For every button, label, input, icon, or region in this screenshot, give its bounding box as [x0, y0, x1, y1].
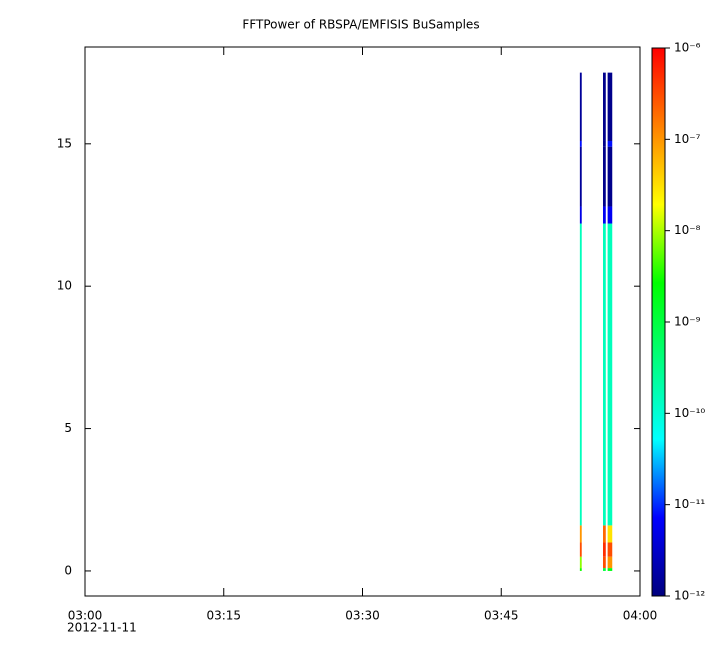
y-tick-label: 5: [64, 421, 72, 435]
x-tick-label: 03:30: [345, 609, 380, 623]
spectrogram-cell: [607, 223, 613, 526]
spectrogram-cell: [603, 556, 606, 569]
spectrogram-cell: [579, 568, 582, 571]
spectrogram-cell: [579, 146, 582, 207]
spectrogram-cell: [579, 140, 582, 147]
colorbar-tick-label: 10⁻⁷: [674, 132, 701, 146]
spectrogram-cell: [579, 556, 582, 569]
spectrogram-cell: [607, 556, 613, 569]
spectrogram-cell: [603, 72, 606, 141]
spectrogram-cell: [607, 542, 613, 557]
colorbar-tick-label: 10⁻¹¹: [674, 497, 705, 511]
colorbar-tick-label: 10⁻⁸: [674, 223, 701, 237]
y-tick-label: 10: [57, 279, 72, 293]
spectrogram-cell: [603, 146, 606, 207]
colorbar-tick-label: 10⁻⁹: [674, 315, 701, 329]
spectrogram-cell: [607, 206, 613, 224]
colorbar: [651, 47, 666, 597]
plot-frame: [84, 46, 641, 597]
x-tick-label: 03:15: [206, 609, 241, 623]
spectrogram-cell: [579, 206, 582, 224]
spectrogram-cell: [607, 568, 613, 571]
spectrogram-cell: [603, 140, 606, 147]
x-tick-label: 04:00: [623, 609, 658, 623]
chart-title: FFTPower of RBSPA/EMFISIS BuSamples: [242, 18, 479, 32]
x-tick-label: 03:45: [484, 609, 519, 623]
date-label: 2012-11-11: [67, 621, 137, 635]
spectrogram-cell: [579, 72, 582, 141]
spectrogram-cell: [603, 525, 606, 543]
y-tick-label: 0: [64, 563, 72, 577]
spectrogram-cell: [603, 542, 606, 557]
spectrogram-cell: [603, 568, 606, 571]
x-tick-label: 03:00: [68, 609, 103, 623]
spectrogram-cell: [607, 525, 613, 543]
spectrogram-cell: [607, 140, 613, 147]
spectrogram-cell: [607, 72, 613, 141]
colorbar-tick-label: 10⁻⁶: [674, 41, 701, 55]
spectrogram-cell: [603, 206, 606, 224]
y-tick-label: 15: [57, 136, 72, 150]
spectrogram-cell: [607, 146, 613, 207]
colorbar-tick-label: 10⁻¹⁰: [674, 406, 705, 420]
spectrogram-cell: [579, 525, 582, 543]
spectrogram-cell: [579, 223, 582, 526]
spectrogram-cell: [579, 542, 582, 557]
colorbar-tick-label: 10⁻¹²: [674, 589, 705, 603]
spectrogram-cell: [603, 223, 606, 526]
